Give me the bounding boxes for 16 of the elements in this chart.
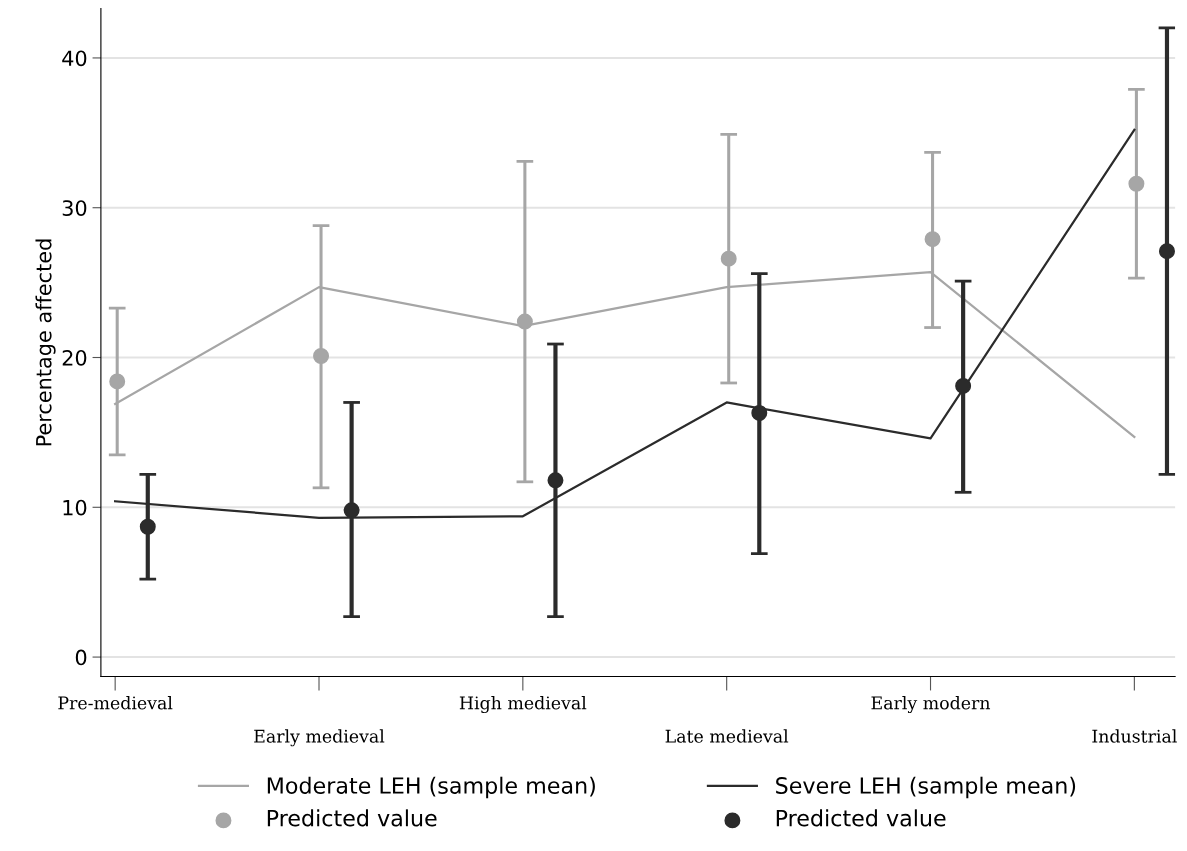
legend-label: Predicted value <box>776 809 946 827</box>
y-tick-label: 10 <box>63 499 87 516</box>
y-tick-label: 40 <box>62 50 87 67</box>
y-tick-label: 30 <box>62 200 87 216</box>
x-tick-label: Early modern <box>871 695 991 714</box>
y-axis-title: Percentage affected <box>35 239 56 446</box>
legend-label: Severe LEH (sample mean) <box>776 776 1076 799</box>
y-tick-label: 0 <box>75 649 87 666</box>
legend-label: Predicted value <box>267 809 437 827</box>
x-tick-label: Industrial <box>1092 729 1177 743</box>
legend-label: Moderate LEH (sample mean) <box>267 776 595 799</box>
x-tick-label: Pre-medieval <box>58 695 173 710</box>
x-tick-label: Late medieval <box>665 729 789 743</box>
x-tick-label: High medieval <box>459 695 587 714</box>
x-tick-label: Early medieval <box>254 729 385 747</box>
y-tick-label: 20 <box>62 349 87 366</box>
